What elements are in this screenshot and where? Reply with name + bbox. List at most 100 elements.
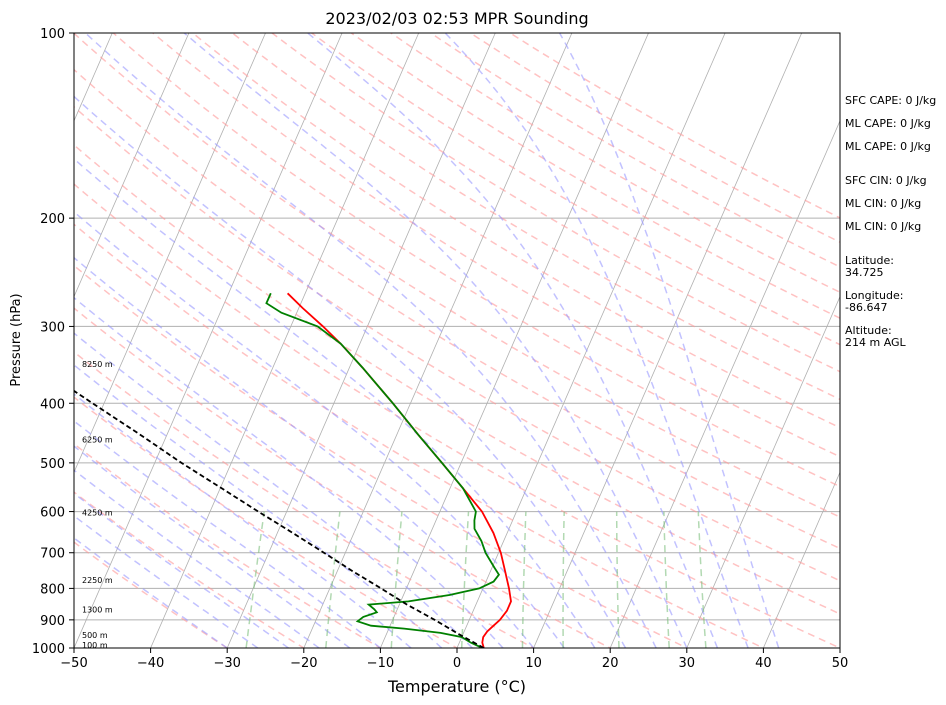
dry-adiabat-line — [74, 223, 766, 648]
moist-adiabat-line — [558, 33, 780, 648]
x-tick-label: 10 — [525, 656, 542, 671]
moist-adiabat-line — [74, 514, 259, 648]
moist-adiabat-line — [74, 332, 473, 648]
isotherm-line — [74, 33, 343, 648]
isotherm-line — [456, 33, 726, 648]
dry-adiabat-line — [74, 442, 382, 648]
ml-cape-text-2: ML CAPE: 0 J/kg — [845, 140, 931, 153]
dry-adiabat-line — [350, 33, 840, 320]
x-tick-label: −20 — [290, 656, 317, 671]
y-tick-label: 1000 — [32, 642, 65, 657]
y-tick-label: 100 — [40, 27, 65, 42]
sounding-series-1 — [265, 292, 500, 648]
height-label: 100 m — [82, 641, 108, 650]
dry-adiabat-line — [508, 33, 840, 219]
moist-adiabat-line — [74, 364, 443, 648]
isotherm-line — [686, 295, 840, 648]
dry-adiabat-line — [74, 307, 612, 648]
y-tick-label: 300 — [40, 320, 65, 335]
mixing-ratio-line — [245, 511, 265, 648]
isotherm-line — [303, 33, 573, 648]
mixing-ratio-line — [562, 511, 565, 648]
dry-adiabat-line — [74, 105, 840, 582]
x-tick-label: 30 — [679, 656, 696, 671]
x-tick-label: 40 — [755, 656, 772, 671]
y-tick-label: 400 — [40, 397, 65, 412]
y-tick-label: 900 — [40, 614, 65, 629]
altitude-text: Altitude: 214 m AGL — [845, 324, 906, 349]
dry-adiabat-line — [151, 33, 840, 458]
moist-adiabat-line — [74, 537, 228, 648]
moist-adiabat-line — [74, 296, 504, 648]
isotherm-line — [74, 33, 266, 474]
y-tick-label: 800 — [40, 582, 65, 597]
y-tick-label: 500 — [40, 457, 65, 472]
ml-cape-text: ML CAPE: 0 J/kg — [845, 117, 931, 130]
isotherm-line — [226, 33, 496, 648]
y-axis: 1000 900 800 700 600 500 400 300 200 100 — [32, 27, 74, 657]
dry-adiabat-line — [74, 491, 306, 648]
moist-adiabat-line — [183, 33, 688, 648]
sfc-cape-text: SFC CAPE: 0 J/kg — [845, 94, 937, 107]
x-tick-label: −10 — [367, 656, 394, 671]
dry-adiabat-line — [74, 33, 840, 518]
sounding-series-2 — [74, 389, 485, 648]
isotherm-line — [533, 33, 803, 648]
latitude-text: Latitude: 34.725 — [845, 254, 894, 279]
dry-adiabat-line — [270, 33, 840, 373]
x-tick-label: 0 — [453, 656, 461, 671]
isotherm-line — [74, 33, 190, 298]
dry-adiabat-line — [112, 33, 840, 488]
x-tick-label: −50 — [60, 656, 87, 671]
ml-cin-text: ML CIN: 0 J/kg — [845, 197, 922, 210]
ml-cin-text-2: ML CIN: 0 J/kg — [845, 220, 922, 233]
dry-adiabat-line — [429, 33, 840, 268]
dry-adiabat-line — [74, 264, 689, 648]
background-lines — [74, 33, 840, 648]
mixing-ratio-line — [615, 511, 620, 648]
moist-adiabat-line — [74, 469, 320, 648]
mixing-ratio-line — [663, 511, 670, 648]
mixing-ratio-line — [325, 511, 341, 648]
isotherm-line — [609, 119, 840, 648]
x-tick-label: 50 — [832, 656, 849, 671]
chart-title: 2023/02/03 02:53 MPR Sounding — [325, 9, 588, 28]
height-label: 4250 m — [82, 508, 113, 517]
mixing-ratio-line — [697, 511, 707, 648]
mixing-ratio-line — [521, 511, 527, 648]
moist-adiabat-line — [84, 33, 657, 648]
y-axis-label: Pressure (hPa) — [9, 293, 24, 386]
moist-adiabat-line — [74, 445, 351, 648]
height-label: 6250 m — [82, 435, 113, 444]
x-tick-label: 20 — [602, 656, 619, 671]
x-axis-label: Temperature (°C) — [387, 677, 526, 696]
x-tick-label: −40 — [137, 656, 164, 671]
longitude-text: Longitude: -86.647 — [845, 289, 904, 314]
moist-adiabat-line — [74, 420, 381, 648]
moist-adiabat-line — [74, 492, 289, 648]
dry-adiabat-line — [231, 33, 840, 401]
x-axis: −50 −40 −30 −20 −10 0 10 20 30 40 50 — [60, 648, 848, 671]
sfc-cin-text: SFC CIN: 0 J/kg — [845, 174, 927, 187]
mixing-ratio-line — [390, 511, 403, 648]
moist-adiabat-line — [444, 33, 749, 648]
sounding-profiles — [74, 292, 512, 648]
moist-adiabat-line — [74, 157, 596, 648]
x-tick-label: −30 — [213, 656, 240, 671]
isotherm-line — [763, 471, 840, 648]
y-tick-label: 600 — [40, 506, 65, 521]
moist-adiabat-line — [74, 95, 627, 648]
y-tick-label: 200 — [40, 212, 65, 227]
isotherm-line — [380, 33, 649, 648]
height-label: 1300 m — [82, 606, 113, 615]
moist-adiabat-line — [74, 211, 565, 648]
y-tick-label: 700 — [40, 547, 65, 562]
mixing-ratio-line — [460, 511, 470, 648]
height-label: 8250 m — [82, 360, 113, 369]
moist-adiabat-line — [74, 393, 412, 648]
dry-adiabat-line — [74, 351, 536, 648]
height-label: 500 m — [82, 631, 108, 640]
